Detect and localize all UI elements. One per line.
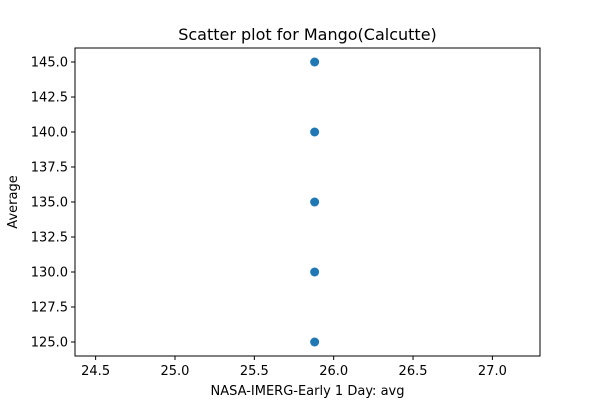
- scatter-point: [310, 267, 320, 277]
- y-tick-label: 145.0: [31, 56, 68, 71]
- y-axis: 125.0 127.5 130.0 132.5 135.0 137.5 140.0 142.5…: [31, 56, 75, 351]
- x-tick-label: 25.5: [240, 364, 269, 379]
- x-tick-label: 26.0: [319, 364, 348, 379]
- y-tick-label: 130.0: [31, 266, 68, 281]
- y-tick-label: 137.5: [31, 161, 68, 176]
- scatter-point: [310, 127, 320, 137]
- scatter-point: [310, 57, 320, 67]
- plot-frame: [74, 47, 541, 357]
- y-tick-label: 127.5: [31, 301, 68, 316]
- y-tick-label: 135.0: [31, 196, 68, 211]
- x-axis-label: NASA-IMERG-Early 1 Day: avg: [211, 384, 405, 399]
- x-tick-label: 24.5: [81, 364, 110, 379]
- y-tick-label: 132.5: [31, 231, 68, 246]
- y-tick-label: 140.0: [31, 126, 68, 141]
- scatter-point: [310, 197, 320, 207]
- chart-title: Scatter plot for Mango(Calcutte): [178, 25, 437, 44]
- x-tick-label: 25.0: [161, 364, 190, 379]
- y-tick-label: 142.5: [31, 91, 68, 106]
- x-tick-label: 26.5: [399, 364, 428, 379]
- x-axis: 24.5 25.0 25.5 26.0 26.5 27.0: [81, 356, 507, 379]
- data-points: [310, 57, 320, 347]
- y-tick-label: 125.0: [31, 336, 68, 351]
- scatter-point: [310, 337, 320, 347]
- x-tick-label: 27.0: [478, 364, 507, 379]
- y-axis-label: Average: [6, 175, 21, 228]
